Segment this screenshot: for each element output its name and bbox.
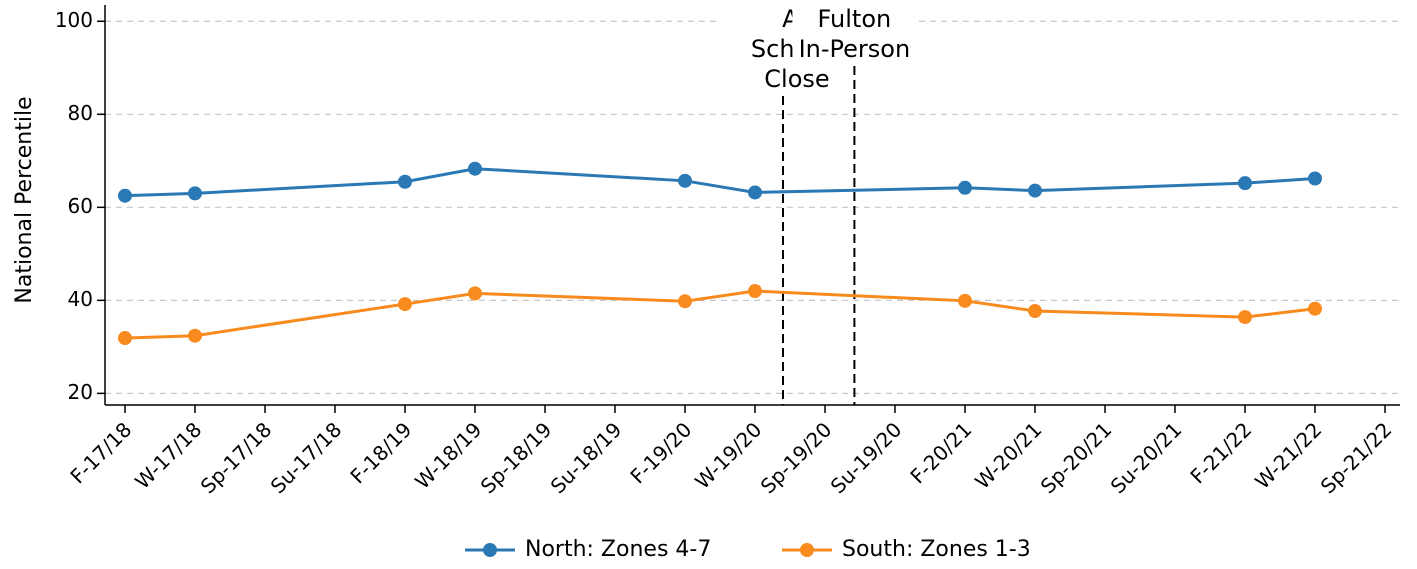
- x-tick-label: Su-19/20: [826, 417, 907, 498]
- y-tick-label: 40: [68, 287, 93, 311]
- y-axis-label: National Percentile: [12, 96, 37, 303]
- data-point: [118, 331, 132, 346]
- data-point: [468, 286, 482, 301]
- data-point: [748, 185, 762, 200]
- y-tick-label: 60: [68, 194, 93, 218]
- legend-label: North: Zones 4-7: [525, 537, 711, 562]
- series-line: [124, 167, 1316, 198]
- legend-label: South: Zones 1-3: [842, 537, 1031, 562]
- x-tick-label: W-17/18: [130, 417, 206, 493]
- data-point: [1028, 183, 1042, 198]
- x-tick-label: F-21/22: [1185, 417, 1256, 488]
- series-line: [124, 289, 1316, 340]
- data-point: [1308, 171, 1322, 186]
- data-point: [1238, 310, 1252, 325]
- data-point: [958, 180, 972, 195]
- annotation-text: Close: [764, 65, 829, 93]
- annotation-text: In-Person: [799, 35, 911, 63]
- y-tick-label: 20: [68, 380, 93, 404]
- x-tick-label: Sp-17/18: [196, 417, 277, 498]
- x-tick-label: Sp-21/22: [1316, 417, 1397, 498]
- data-point: [118, 188, 132, 203]
- x-tick-label: Su-18/19: [546, 417, 627, 498]
- y-tick-label: 80: [68, 101, 93, 125]
- data-point: [678, 294, 692, 309]
- x-tick-label: W-18/19: [410, 417, 486, 493]
- data-point: [188, 328, 202, 343]
- y-tick-label: 100: [55, 8, 93, 32]
- x-tick-label: W-20/21: [970, 417, 1046, 493]
- x-tick-label: F-18/19: [345, 417, 416, 488]
- data-point: [678, 173, 692, 188]
- x-tick-label: W-19/20: [690, 417, 766, 493]
- x-tick-label: F-17/18: [65, 417, 136, 488]
- annotation-background: [792, 4, 917, 64]
- data-point: [398, 297, 412, 312]
- x-tick-label: Sp-20/21: [1036, 417, 1117, 498]
- data-point: [398, 174, 412, 189]
- x-tick-label: Su-20/21: [1106, 417, 1187, 498]
- data-point: [468, 161, 482, 176]
- data-point: [1028, 304, 1042, 319]
- x-tick-label: Sp-18/19: [476, 417, 557, 498]
- x-tick-label: W-21/22: [1250, 417, 1326, 493]
- data-point: [188, 186, 202, 201]
- data-point: [958, 293, 972, 308]
- annotation-text: Fulton: [818, 5, 892, 33]
- x-tick-label: F-20/21: [905, 417, 976, 488]
- legend-marker: [800, 543, 814, 557]
- data-point: [748, 284, 762, 299]
- x-tick-label: Su-17/18: [266, 417, 347, 498]
- data-point: [1238, 176, 1252, 191]
- data-point: [1308, 301, 1322, 316]
- x-tick-label: Sp-19/20: [756, 417, 837, 498]
- legend-marker: [483, 543, 497, 557]
- x-tick-label: F-19/20: [625, 417, 696, 488]
